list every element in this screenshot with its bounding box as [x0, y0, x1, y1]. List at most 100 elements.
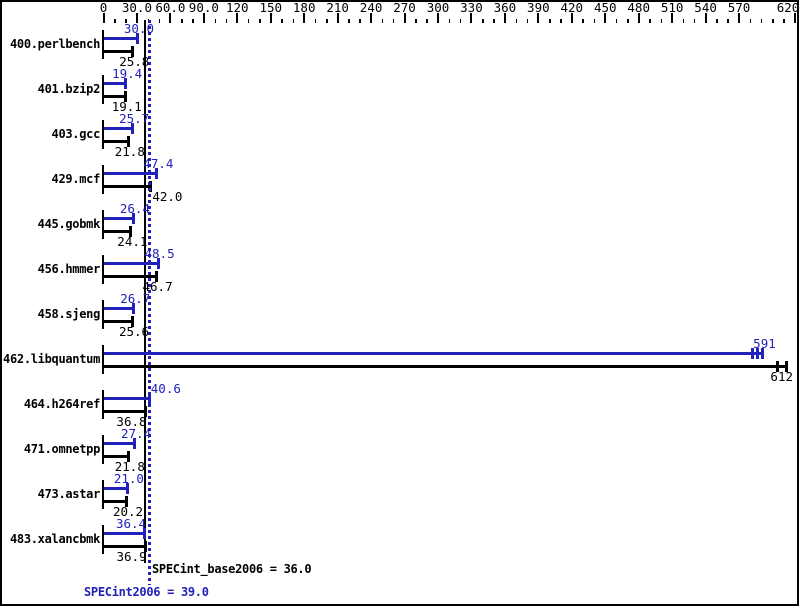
- axis-major-tick: [303, 13, 306, 23]
- axis-minor-tick: [560, 19, 562, 23]
- axis-minor-tick: [415, 19, 417, 23]
- axis-minor-tick: [783, 19, 785, 23]
- axis-tick-label: 210: [326, 0, 349, 15]
- axis-minor-tick: [158, 19, 161, 23]
- value-label-peak: 26.7: [120, 291, 151, 306]
- value-label-base: 46.7: [142, 279, 173, 294]
- axis-major-tick: [470, 13, 473, 23]
- axis-minor-tick: [693, 19, 696, 23]
- bar-peak: [103, 532, 145, 535]
- axis-major-tick: [102, 13, 105, 23]
- axis-tick-label: 120: [226, 0, 249, 15]
- bar-base: [103, 545, 145, 548]
- axis-minor-tick: [760, 19, 763, 23]
- bar-peak: [103, 262, 158, 265]
- axis-major-tick: [437, 13, 439, 23]
- axis-minor-tick: [192, 19, 194, 23]
- axis-minor-tick: [259, 19, 261, 23]
- row-start-bracket: [102, 165, 104, 194]
- value-label-peak: 21.0: [113, 471, 144, 486]
- axis-major-tick: [604, 13, 607, 23]
- bar-base: [103, 365, 786, 368]
- axis-minor-tick: [549, 19, 551, 23]
- axis-minor-tick: [582, 19, 584, 23]
- value-label-base: 36.8: [116, 414, 147, 429]
- axis-tick-label: 420: [560, 0, 584, 15]
- axis-tick-label: 240: [359, 0, 383, 15]
- benchmark-label: 473.astar: [37, 487, 101, 501]
- axis-minor-tick: [627, 19, 629, 23]
- axis-tick-label: 60.0: [155, 0, 186, 15]
- axis-minor-tick: [359, 19, 361, 23]
- bar-peak: [103, 172, 157, 175]
- value-label-base: 20.2: [112, 504, 144, 519]
- bar-base-run-tick: [775, 361, 779, 372]
- value-label-peak: 25.7: [119, 111, 150, 126]
- axis-major-tick: [370, 13, 373, 23]
- axis-tick-label: 390: [527, 0, 550, 15]
- axis-major-tick: [671, 13, 674, 23]
- axis-tick-label: 300: [426, 0, 450, 15]
- bar-peak-run-tick: [756, 348, 760, 359]
- bar-peak: [103, 307, 134, 310]
- value-label-base: 25.6: [118, 324, 150, 339]
- value-label-base: 19.1: [111, 99, 142, 114]
- axis-major-tick: [236, 13, 239, 23]
- axis-minor-tick: [615, 19, 618, 23]
- axis-minor-tick: [381, 19, 384, 23]
- axis-tick-label: 150: [259, 0, 283, 15]
- bar-peak-cap: [132, 303, 136, 314]
- bar-peak-cap: [124, 78, 128, 89]
- bar-base-cap: [126, 451, 130, 462]
- row-start-bracket: [102, 300, 104, 329]
- value-label-peak: 27.4: [120, 426, 152, 441]
- benchmark-label: 471.omnetpp: [23, 442, 100, 456]
- value-label-peak: 19.4: [112, 66, 143, 81]
- bar-base-cap: [123, 91, 127, 102]
- bar-peak: [103, 37, 137, 40]
- value-label-peak: 48.5: [144, 246, 175, 261]
- axis-minor-tick: [515, 19, 518, 23]
- axis-minor-tick: [392, 19, 395, 23]
- bar-base: [103, 230, 131, 233]
- bar-peak-cap: [155, 168, 159, 179]
- axis-minor-tick: [459, 19, 462, 23]
- row-start-bracket: [102, 390, 104, 419]
- ref-line-base_score: [144, 20, 147, 563]
- axis-minor-tick: [448, 19, 451, 23]
- axis-minor-tick: [526, 19, 529, 23]
- axis-tick-label: 90.0: [188, 0, 219, 15]
- value-label-base: 25.8: [119, 54, 150, 69]
- bar-base: [103, 410, 145, 413]
- axis-tick-label: 360: [493, 0, 517, 15]
- row-start-bracket: [102, 75, 104, 104]
- value-label-peak: 40.6: [150, 381, 181, 396]
- axis-major-tick: [570, 13, 573, 23]
- bar-peak: [103, 442, 135, 445]
- peak-score-text: SPECint2006 = 39.0: [84, 585, 209, 599]
- bar-peak: [103, 217, 133, 220]
- axis-minor-tick: [772, 19, 774, 23]
- bar-peak-cap: [133, 438, 137, 449]
- bar-base-cap: [131, 46, 135, 57]
- axis-major-tick: [403, 13, 406, 23]
- bar-base: [103, 500, 127, 503]
- benchmark-label: 464.h264ref: [23, 397, 100, 411]
- axis-minor-tick: [314, 19, 317, 23]
- axis-tick-label: 540: [694, 0, 717, 15]
- bar-peak-cap: [156, 258, 160, 269]
- value-label-peak: 47.4: [143, 156, 174, 171]
- axis-minor-tick: [326, 19, 328, 23]
- bar-base: [103, 95, 125, 98]
- axis-minor-tick: [292, 19, 295, 23]
- benchmark-label: 456.hmmer: [37, 262, 101, 276]
- bar-base: [103, 320, 133, 323]
- axis-minor-tick: [716, 19, 718, 23]
- benchmark-label: 458.sjeng: [37, 307, 101, 321]
- value-label-base: 24.1: [117, 234, 148, 249]
- axis-major-tick: [202, 13, 205, 23]
- axis-minor-tick: [727, 19, 729, 23]
- axis-major-tick: [793, 13, 796, 23]
- axis-minor-tick: [649, 19, 651, 23]
